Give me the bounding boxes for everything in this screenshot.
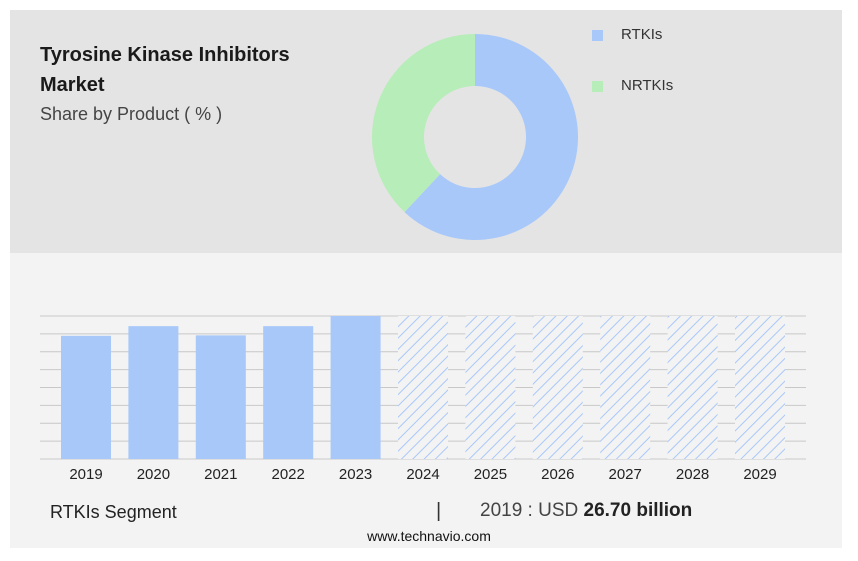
x-tick-label-2029: 2029 bbox=[743, 466, 776, 483]
legend-swatch-rtkis bbox=[592, 29, 603, 41]
bar-2028 bbox=[667, 316, 718, 459]
bar-2024 bbox=[398, 316, 448, 459]
footer-amount: 26.70 billion bbox=[583, 500, 693, 521]
legend-label-rtkis: RTKIs bbox=[621, 26, 663, 43]
bar-2027 bbox=[600, 316, 651, 459]
bar-chart: 2019 2020 2021 2022 2023 2024 2025 2026 2027 2028… bbox=[40, 315, 806, 483]
bar-2021 bbox=[195, 335, 246, 459]
x-tick-label-2021: 2021 bbox=[204, 466, 237, 483]
chart-subtitle: Share by Product ( % ) bbox=[40, 104, 223, 124]
donut-slice-rtkis bbox=[404, 34, 578, 240]
bar-2019 bbox=[61, 335, 111, 459]
bar-2022 bbox=[263, 326, 314, 459]
legend-label-nrtkis: NRTKIs bbox=[621, 77, 674, 94]
segment-label: RTKIs Segment bbox=[50, 502, 177, 522]
legend-item-rtkis: RTKIs bbox=[592, 26, 662, 43]
source-url: www.technavio.com bbox=[367, 528, 491, 544]
bar-2020 bbox=[128, 326, 179, 459]
x-tick-label-2028: 2028 bbox=[676, 466, 709, 483]
x-tick-label-2019: 2019 bbox=[69, 466, 102, 483]
x-tick-label-2026: 2026 bbox=[541, 466, 574, 483]
footer-year-prefix: 2019 : USD bbox=[480, 500, 579, 521]
donut-slice-nrtkis bbox=[372, 34, 475, 213]
bar-2029 bbox=[735, 316, 785, 459]
x-tick-label-2022: 2022 bbox=[272, 466, 305, 483]
bar-2026 bbox=[532, 316, 583, 459]
donut-chart bbox=[372, 34, 578, 240]
x-tick-label-2020: 2020 bbox=[137, 466, 170, 483]
footer-value: 2019 : USD 26.70 billion bbox=[480, 500, 692, 522]
bar-2025 bbox=[465, 316, 516, 459]
x-tick-label-2024: 2024 bbox=[406, 466, 439, 483]
x-tick-label-2025: 2025 bbox=[474, 466, 507, 483]
x-tick-label-2023: 2023 bbox=[339, 466, 372, 483]
x-tick-label-2027: 2027 bbox=[609, 466, 642, 483]
legend-item-nrtkis: NRTKIs bbox=[592, 77, 673, 94]
chart-title: Tyrosine Kinase Inhibitors Market bbox=[40, 44, 290, 96]
bar-2023 bbox=[330, 316, 381, 459]
footer-separator: | bbox=[436, 500, 442, 522]
legend-swatch-nrtkis bbox=[592, 80, 603, 92]
